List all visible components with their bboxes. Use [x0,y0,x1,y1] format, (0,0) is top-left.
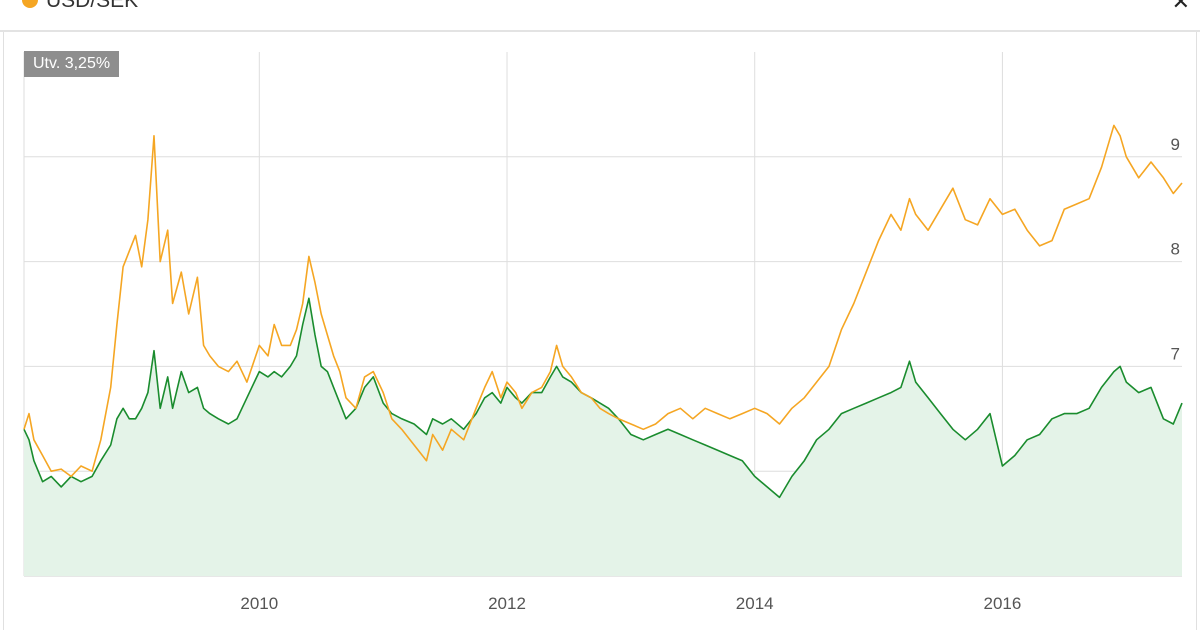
change-badge: Utv. 3,25% [24,51,120,77]
x-tick-label-2016: 2016 [984,594,1022,613]
legend-label-usd-sek: USD/SEK [46,0,139,12]
y-tick-label-8: 8 [1171,240,1180,259]
chart-header: USD/SEK ✕ [0,0,1200,32]
frame-left-border [3,32,4,630]
x-tick-label-2014: 2014 [736,594,774,613]
frame-right-border [1196,32,1197,630]
x-tick-label-2010: 2010 [240,594,278,613]
legend-dot-usd-sek [22,0,38,8]
y-tick-label-9: 9 [1171,135,1180,154]
series-0-line [23,124,1183,478]
x-tick-label-2012: 2012 [488,594,526,613]
y-tick-label-7: 7 [1171,344,1180,363]
series-1-area [24,298,1182,576]
close-icon[interactable]: ✕ [1171,0,1190,14]
series-1-line [23,297,1183,499]
